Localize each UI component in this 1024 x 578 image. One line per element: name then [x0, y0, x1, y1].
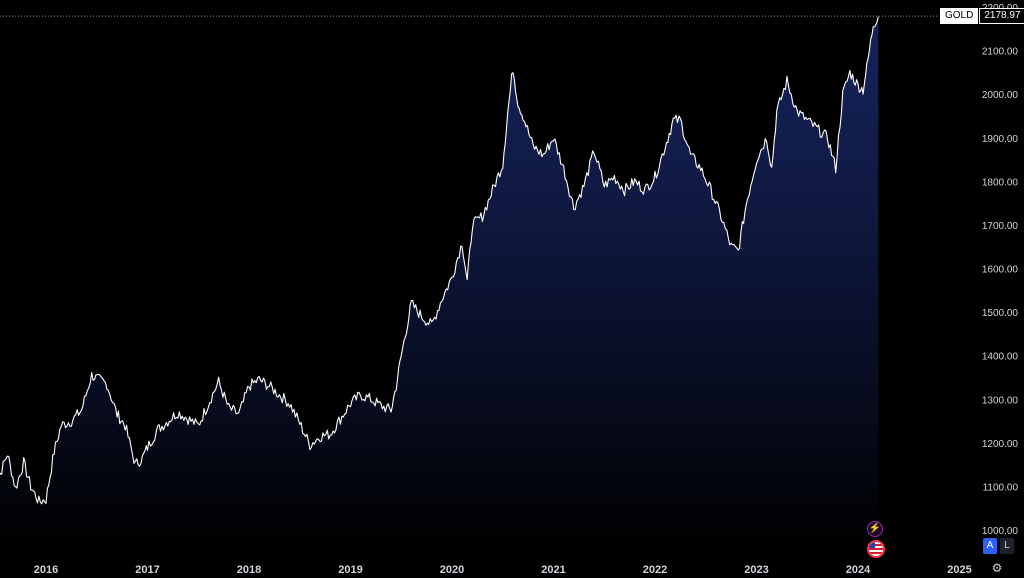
y-tick-label: 1300.00	[982, 395, 1019, 406]
y-tick-label: 1800.00	[982, 177, 1019, 188]
lightning-icon[interactable]: ⚡	[867, 521, 883, 537]
x-tick-label: 2024	[846, 564, 871, 576]
x-tick-label: 2023	[744, 564, 768, 576]
symbol-label: GOLD	[940, 8, 979, 25]
x-tick-label: 2017	[135, 564, 159, 576]
x-tick-label: 2025	[947, 564, 971, 576]
price-line	[0, 16, 879, 505]
x-tick-label: 2020	[440, 564, 464, 576]
last-price-badge: GOLD 2178.97	[940, 8, 1024, 25]
x-tick-label: 2021	[541, 564, 565, 576]
us-flag-icon[interactable]	[867, 540, 885, 558]
x-axis[interactable]: 2016 2017 2018 2019 2020 2021 2022 2023 2024 2025	[34, 564, 972, 576]
price-area-fill	[0, 16, 879, 548]
y-tick-label: 1900.00	[982, 134, 1019, 145]
x-tick-label: 2019	[338, 564, 362, 576]
last-price-value: 2178.97	[979, 8, 1024, 25]
y-tick-label: 2100.00	[982, 47, 1019, 58]
x-tick-label: 2018	[237, 564, 261, 576]
auto-scale-button[interactable]: A	[983, 538, 997, 554]
y-tick-label: 1100.00	[983, 482, 1019, 493]
price-line-layer	[0, 16, 879, 505]
y-tick-label: 1400.00	[982, 352, 1019, 363]
area-fill-layer	[0, 16, 879, 548]
x-tick-label: 2022	[643, 564, 667, 576]
y-tick-label: 1600.00	[982, 265, 1019, 276]
log-scale-button[interactable]: L	[1000, 538, 1014, 554]
y-tick-label: 1000.00	[982, 526, 1019, 537]
gear-icon[interactable]: ⚙	[991, 561, 1003, 575]
y-tick-label: 1200.00	[982, 439, 1019, 450]
y-tick-label: 1500.00	[982, 308, 1019, 319]
y-axis[interactable]: 2200.002100.002000.001900.001800.001700.…	[982, 3, 1019, 537]
y-tick-label: 1700.00	[982, 221, 1019, 232]
x-tick-label: 2016	[34, 564, 58, 576]
y-tick-label: 2000.00	[982, 90, 1019, 101]
